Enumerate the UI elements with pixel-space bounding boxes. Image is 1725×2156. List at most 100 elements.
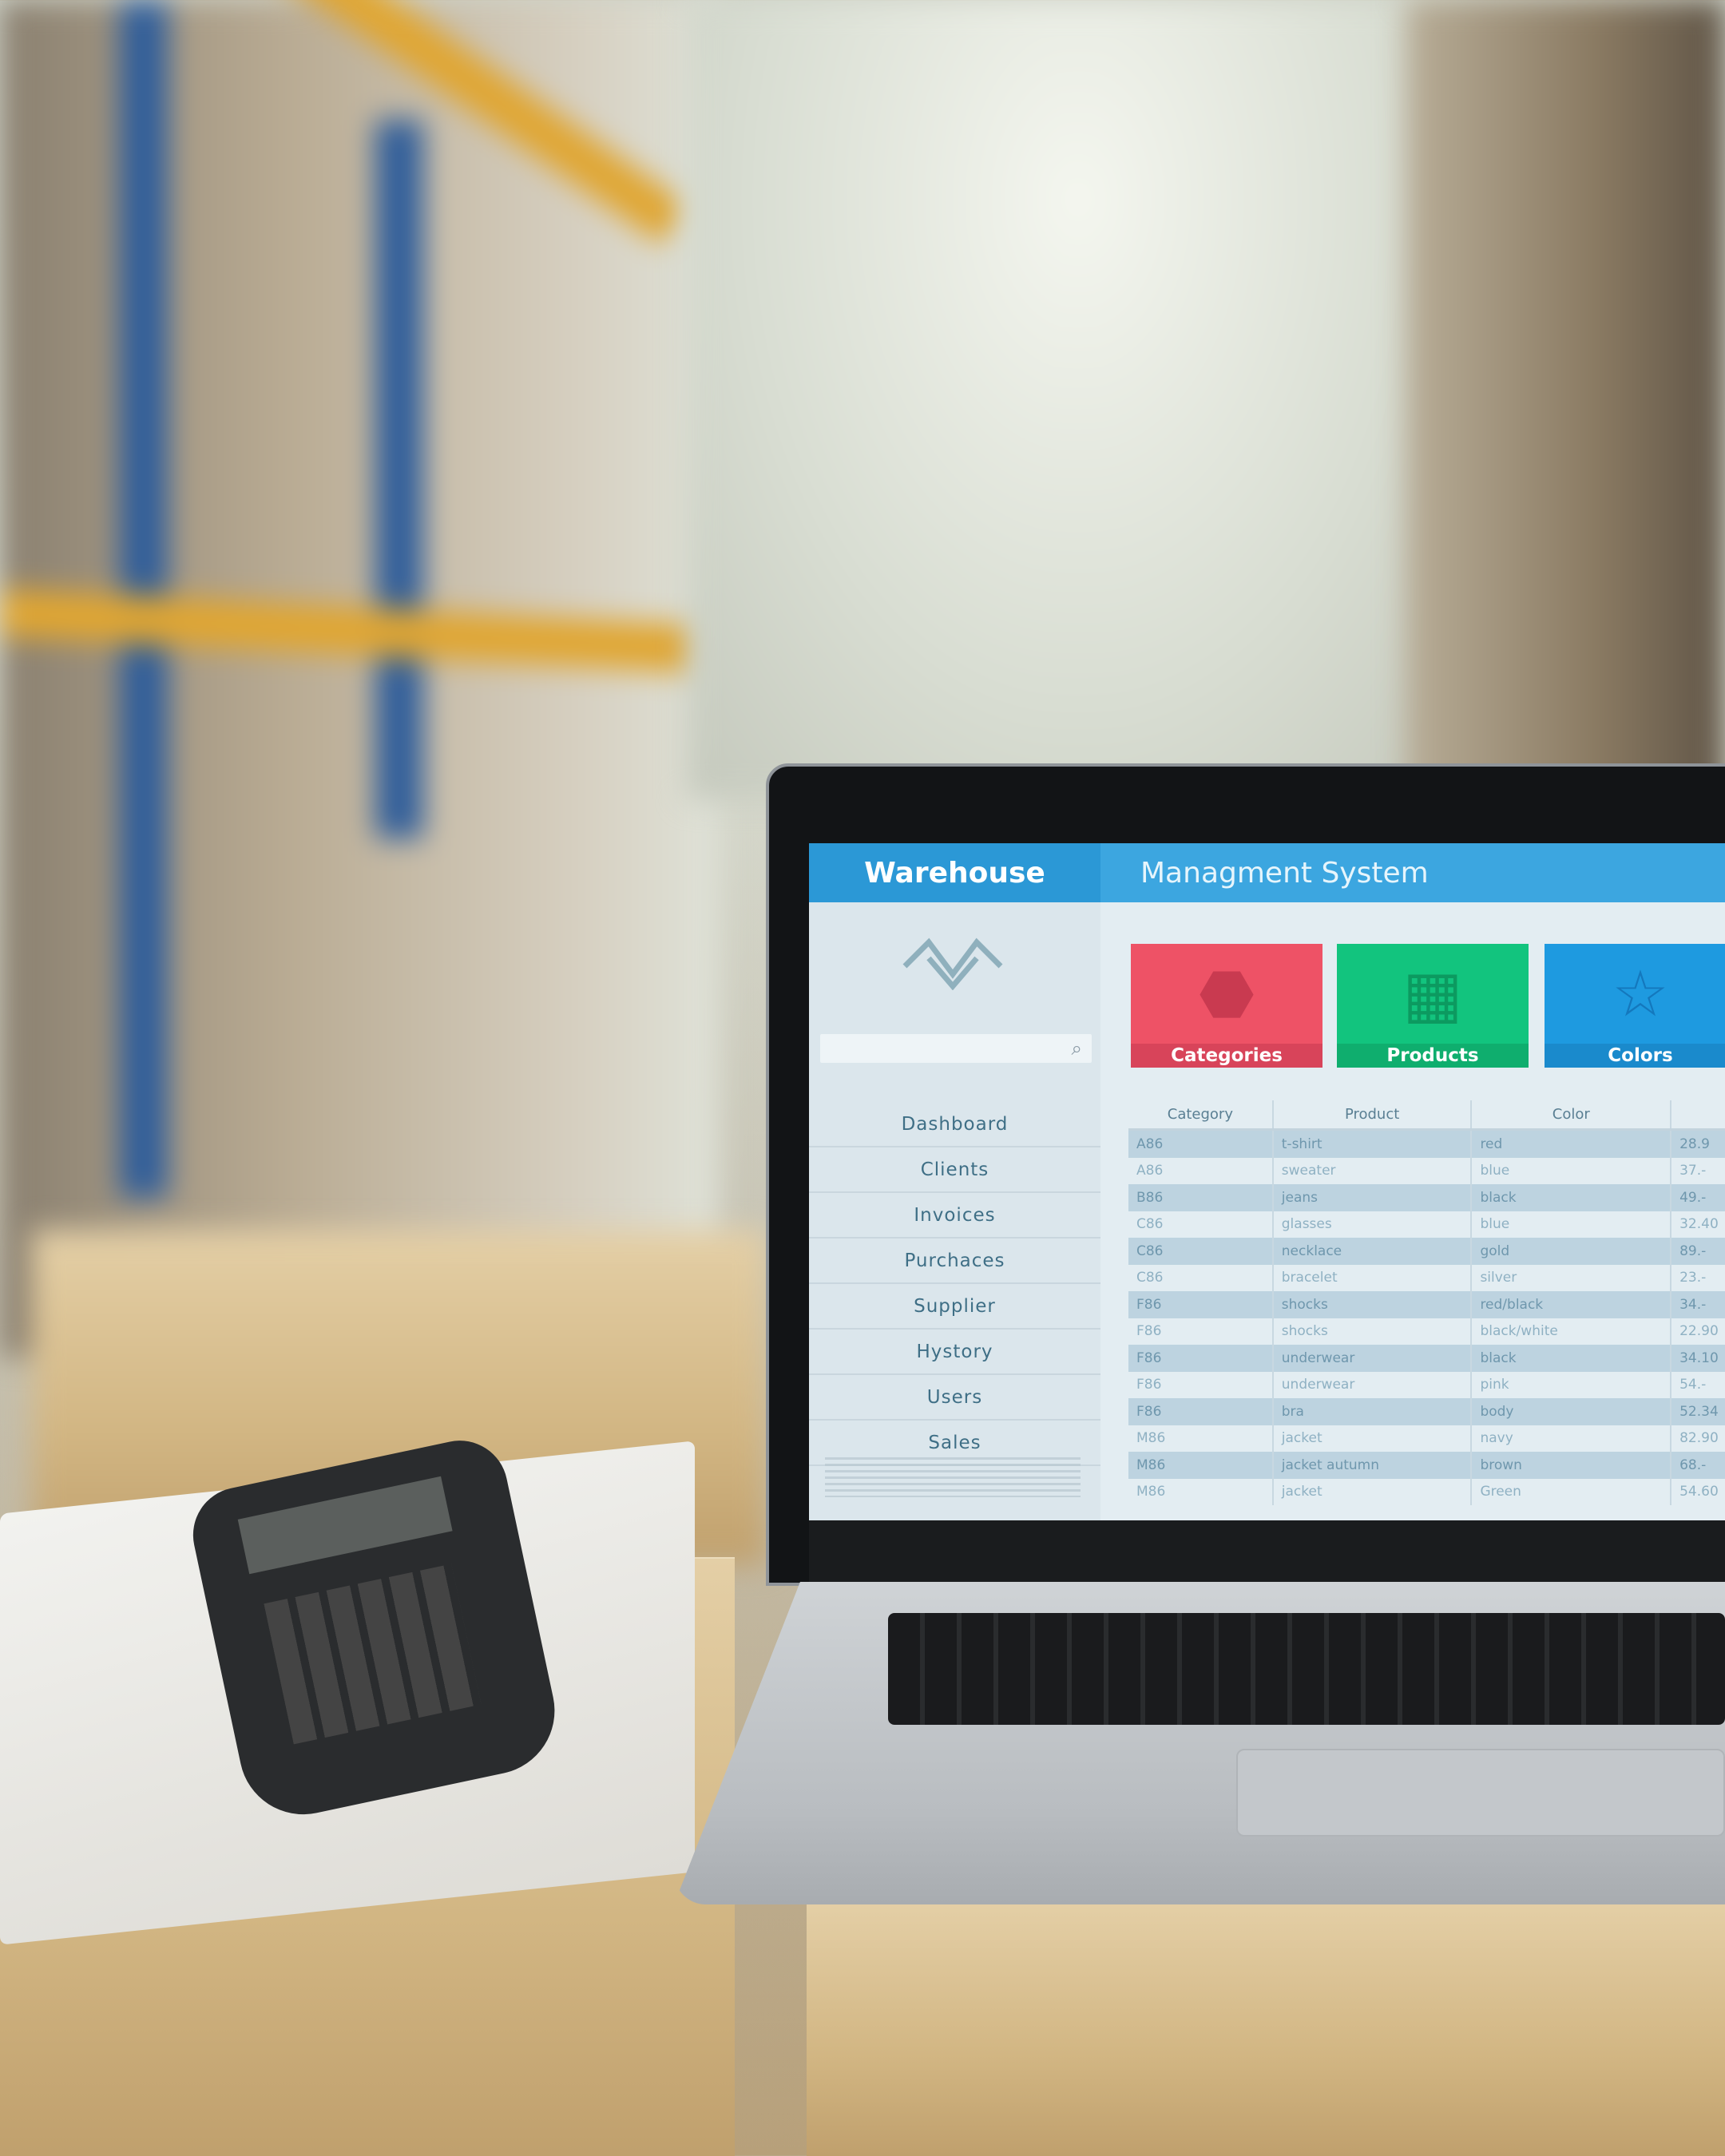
table-row[interactable]: B86 jeans black 49.- bbox=[1128, 1184, 1725, 1211]
header-price[interactable] bbox=[1671, 1100, 1725, 1128]
warehouse-shelves-left bbox=[0, 0, 719, 1357]
cell-product: underwear bbox=[1274, 1371, 1473, 1398]
app-title: Warehouse bbox=[809, 843, 1100, 902]
cell-category: M86 bbox=[1128, 1478, 1274, 1505]
nav-users[interactable]: Users bbox=[809, 1375, 1100, 1421]
cell-category: F86 bbox=[1128, 1371, 1274, 1398]
table-row[interactable]: C86 bracelet silver 23.- bbox=[1128, 1264, 1725, 1291]
cell-product: necklace bbox=[1274, 1238, 1473, 1265]
cell-category: F86 bbox=[1128, 1398, 1274, 1425]
table-row[interactable]: F86 shocks black/white 22.90 bbox=[1128, 1318, 1725, 1345]
cell-price: 28.9 bbox=[1679, 1135, 1710, 1152]
shelf-beam bbox=[0, 589, 704, 673]
table-row[interactable]: F86 underwear pink 54.- bbox=[1128, 1371, 1725, 1398]
cell-price: 34.10 bbox=[1679, 1349, 1719, 1366]
grid-icon: ▦ bbox=[1402, 957, 1463, 1031]
cell-category: C86 bbox=[1128, 1211, 1274, 1238]
cell-color: black bbox=[1472, 1345, 1672, 1372]
nav-dashboard[interactable]: Dashboard bbox=[809, 1102, 1100, 1147]
cell-product: glasses bbox=[1274, 1211, 1473, 1238]
cell-price: 68.- bbox=[1679, 1456, 1707, 1473]
cell-color: blue bbox=[1472, 1157, 1672, 1184]
tile-products[interactable]: ▦ Products bbox=[1337, 944, 1529, 1068]
cell-category: M86 bbox=[1128, 1452, 1274, 1479]
header-category[interactable]: Category bbox=[1128, 1100, 1274, 1128]
cell-product: bra bbox=[1274, 1398, 1473, 1425]
table-row[interactable]: A86 t-shirt red 28.9 bbox=[1128, 1131, 1725, 1158]
header-color[interactable]: Color bbox=[1472, 1100, 1672, 1128]
barcode-scanner bbox=[184, 1432, 567, 1826]
search-input[interactable]: ⌕ bbox=[820, 1034, 1092, 1063]
cell-product: underwear bbox=[1274, 1345, 1473, 1372]
app-subtitle: Managment System bbox=[1100, 843, 1725, 902]
tile-label: Colors bbox=[1545, 1044, 1725, 1068]
cell-color: gold bbox=[1472, 1238, 1672, 1265]
table-header: Category Product Color bbox=[1128, 1100, 1725, 1131]
tile-colors[interactable]: ☆ Colors bbox=[1545, 944, 1725, 1068]
star-icon: ☆ bbox=[1612, 957, 1669, 1031]
tile-label: Products bbox=[1337, 1044, 1529, 1068]
cell-price: 89.- bbox=[1679, 1242, 1707, 1259]
cell-category: C86 bbox=[1128, 1264, 1274, 1291]
cell-category: A86 bbox=[1128, 1131, 1274, 1158]
cell-color: red/black bbox=[1472, 1291, 1672, 1318]
warehouse-shelves-right bbox=[1406, 0, 1725, 799]
cell-product: jacket bbox=[1274, 1425, 1473, 1452]
table-row[interactable]: A86 sweater blue 37.- bbox=[1128, 1157, 1725, 1184]
table-row[interactable]: F86 bra body 52.34 bbox=[1128, 1398, 1725, 1425]
cell-product: jeans bbox=[1274, 1184, 1473, 1211]
cell-product: bracelet bbox=[1274, 1264, 1473, 1291]
laptop-bezel bbox=[809, 1520, 1725, 1584]
cell-color: red bbox=[1472, 1131, 1672, 1158]
sidebar: ⌕ Dashboard Clients Invoices Purchaces S… bbox=[809, 902, 1100, 1520]
cell-product: shocks bbox=[1274, 1291, 1473, 1318]
scanner-keypad bbox=[264, 1563, 482, 1745]
logo-icon bbox=[902, 937, 1003, 990]
tag-icon: ⬣ bbox=[1199, 957, 1255, 1031]
cell-product: jacket autumn bbox=[1274, 1452, 1473, 1479]
cell-category: A86 bbox=[1128, 1157, 1274, 1184]
table-body: A86 t-shirt red 28.9 A86 sweater blue 37.- B86 je… bbox=[1128, 1131, 1725, 1505]
cell-product: t-shirt bbox=[1274, 1131, 1473, 1158]
table-row[interactable]: F86 shocks red/black 34.- bbox=[1128, 1291, 1725, 1318]
table-row[interactable]: M86 jacket Green 54.60 bbox=[1128, 1478, 1725, 1505]
scanner-screen bbox=[237, 1476, 453, 1575]
table-row[interactable]: F86 underwear black 34.10 bbox=[1128, 1345, 1725, 1372]
cell-category: F86 bbox=[1128, 1345, 1274, 1372]
table-row[interactable]: M86 jacket autumn brown 68.- bbox=[1128, 1452, 1725, 1479]
cell-category: F86 bbox=[1128, 1318, 1274, 1345]
cell-price: 49.- bbox=[1679, 1189, 1707, 1206]
cell-category: B86 bbox=[1128, 1184, 1274, 1211]
cell-product: sweater bbox=[1274, 1157, 1473, 1184]
cell-color: black/white bbox=[1472, 1318, 1672, 1345]
nav-supplier[interactable]: Supplier bbox=[809, 1284, 1100, 1330]
table-row[interactable]: M86 jacket navy 82.90 bbox=[1128, 1425, 1725, 1452]
cell-price: 22.90 bbox=[1679, 1323, 1719, 1340]
cell-category: M86 bbox=[1128, 1425, 1274, 1452]
cell-product: jacket bbox=[1274, 1478, 1473, 1505]
nav-hystory[interactable]: Hystory bbox=[809, 1330, 1100, 1375]
table-row[interactable]: C86 necklace gold 89.- bbox=[1128, 1238, 1725, 1265]
cell-price: 32.40 bbox=[1679, 1216, 1719, 1233]
cell-product: shocks bbox=[1274, 1318, 1473, 1345]
nav-purchaces[interactable]: Purchaces bbox=[809, 1239, 1100, 1284]
warehouse-back-wall bbox=[687, 0, 1469, 799]
table-row[interactable]: C86 glasses blue 32.40 bbox=[1128, 1211, 1725, 1238]
search-icon[interactable]: ⌕ bbox=[1071, 1037, 1082, 1060]
cell-price: 23.- bbox=[1679, 1270, 1707, 1286]
product-table: Category Product Color A86 t-shirt red 28.9… bbox=[1128, 1100, 1725, 1505]
cell-color: body bbox=[1472, 1398, 1672, 1425]
header-product[interactable]: Product bbox=[1274, 1100, 1473, 1128]
tile-label: Categories bbox=[1131, 1044, 1322, 1068]
tile-categories[interactable]: ⬣ Categories bbox=[1131, 944, 1322, 1068]
cardboard-box bbox=[807, 1900, 1725, 2156]
cell-price: 54.60 bbox=[1679, 1484, 1719, 1500]
cell-color: silver bbox=[1472, 1264, 1672, 1291]
cell-price: 37.- bbox=[1679, 1163, 1707, 1179]
nav-clients[interactable]: Clients bbox=[809, 1147, 1100, 1193]
nav-invoices[interactable]: Invoices bbox=[809, 1193, 1100, 1239]
keyboard bbox=[888, 1613, 1725, 1725]
cell-color: pink bbox=[1472, 1371, 1672, 1398]
laptop-screen: Warehouse Managment System ⌕ Dashboard C… bbox=[809, 843, 1725, 1520]
cell-price: 34.- bbox=[1679, 1296, 1707, 1313]
